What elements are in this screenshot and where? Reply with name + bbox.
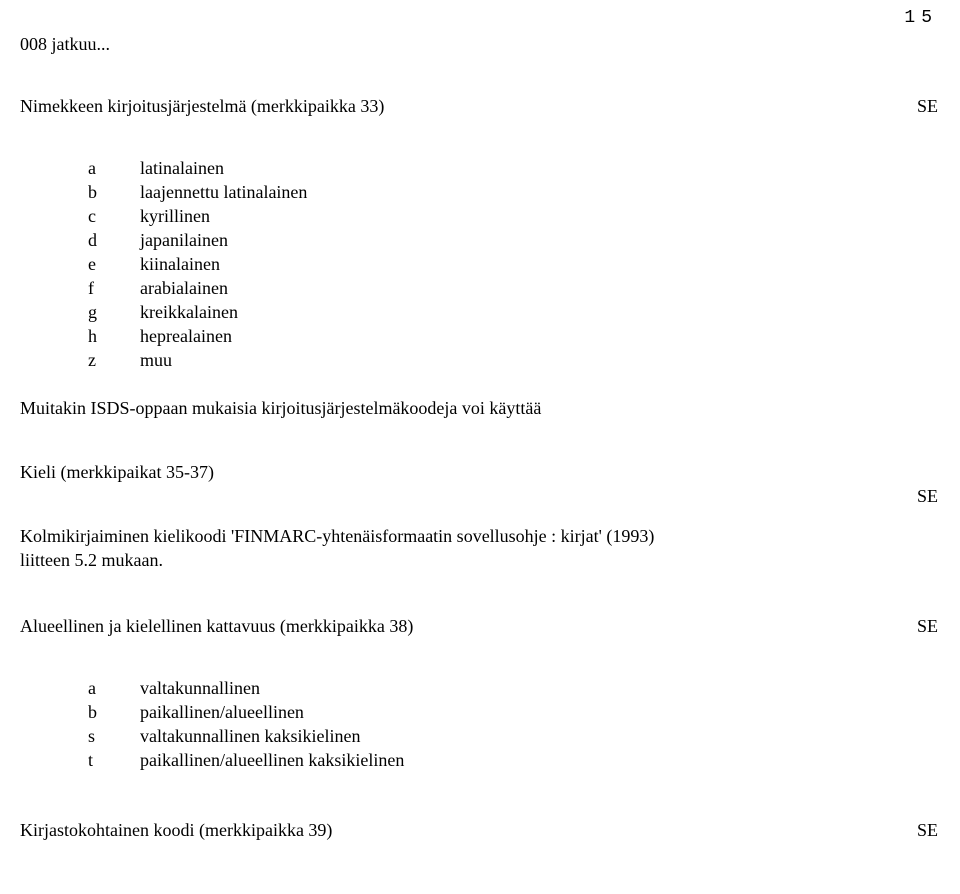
list-key: h	[88, 324, 140, 348]
list-item: g kreikkalainen	[88, 300, 307, 324]
list-key: g	[88, 300, 140, 324]
list-key: t	[88, 748, 140, 772]
section2-note-line1: Kolmikirjaiminen kielikoodi 'FINMARC-yht…	[20, 524, 654, 548]
list-key: a	[88, 676, 140, 700]
list-key: s	[88, 724, 140, 748]
list-item: t paikallinen/alueellinen kaksikielinen	[88, 748, 404, 772]
list-key: b	[88, 180, 140, 204]
document-page: 15 008 jatkuu... Nimekkeen kirjoitusjärj…	[0, 0, 960, 894]
list-key: e	[88, 252, 140, 276]
list-val: valtakunnallinen kaksikielinen	[140, 724, 360, 748]
section4-tag: SE	[917, 820, 938, 841]
list-key: b	[88, 700, 140, 724]
list-val: latinalainen	[140, 156, 224, 180]
list-val: kiinalainen	[140, 252, 220, 276]
list-val: heprealainen	[140, 324, 232, 348]
list-val: valtakunnallinen	[140, 676, 260, 700]
section3-tag: SE	[917, 616, 938, 637]
list-key: f	[88, 276, 140, 300]
list-item: d japanilainen	[88, 228, 307, 252]
list-key: a	[88, 156, 140, 180]
list-key: d	[88, 228, 140, 252]
list-val: paikallinen/alueellinen	[140, 700, 304, 724]
list-val: paikallinen/alueellinen kaksikielinen	[140, 748, 404, 772]
list-val: arabialainen	[140, 276, 228, 300]
list-key: z	[88, 348, 140, 372]
section3-header: Alueellinen ja kielellinen kattavuus (me…	[20, 616, 938, 637]
section1-tag: SE	[917, 96, 938, 117]
section3-title: Alueellinen ja kielellinen kattavuus (me…	[20, 616, 413, 637]
list-item: h heprealainen	[88, 324, 307, 348]
list-val: muu	[140, 348, 172, 372]
list-item: c kyrillinen	[88, 204, 307, 228]
section4-title: Kirjastokohtainen koodi (merkkipaikka 39…	[20, 820, 332, 841]
section3-list: a valtakunnallinen b paikallinen/alueell…	[88, 676, 404, 772]
section2-title: Kieli (merkkipaikat 35-37)	[20, 460, 214, 484]
section2-tag: SE	[917, 486, 938, 507]
section1-list: a latinalainen b laajennettu latinalaine…	[88, 156, 307, 372]
section4-header: Kirjastokohtainen koodi (merkkipaikka 39…	[20, 820, 938, 841]
list-item: e kiinalainen	[88, 252, 307, 276]
continues-label: 008 jatkuu...	[20, 34, 110, 55]
page-number: 15	[904, 8, 938, 28]
section1-header: Nimekkeen kirjoitusjärjestelmä (merkkipa…	[20, 96, 938, 117]
list-item: a latinalainen	[88, 156, 307, 180]
list-val: japanilainen	[140, 228, 228, 252]
section1-note: Muitakin ISDS-oppaan mukaisia kirjoitusj…	[20, 396, 541, 420]
list-item: f arabialainen	[88, 276, 307, 300]
list-item: b paikallinen/alueellinen	[88, 700, 404, 724]
list-val: kreikkalainen	[140, 300, 238, 324]
section1-title: Nimekkeen kirjoitusjärjestelmä (merkkipa…	[20, 96, 384, 117]
list-item: s valtakunnallinen kaksikielinen	[88, 724, 404, 748]
section2-note-line2: liitteen 5.2 mukaan.	[20, 548, 163, 572]
list-key: c	[88, 204, 140, 228]
list-val: laajennettu latinalainen	[140, 180, 307, 204]
list-item: z muu	[88, 348, 307, 372]
list-item: a valtakunnallinen	[88, 676, 404, 700]
list-item: b laajennettu latinalainen	[88, 180, 307, 204]
list-val: kyrillinen	[140, 204, 210, 228]
